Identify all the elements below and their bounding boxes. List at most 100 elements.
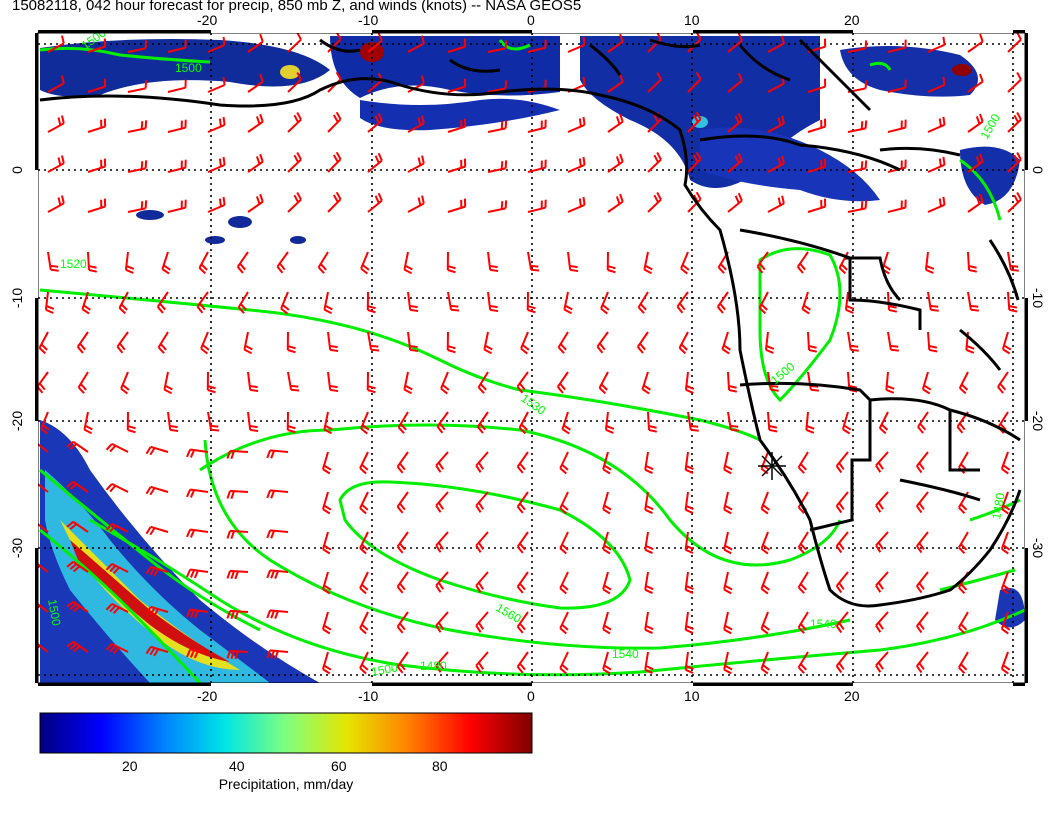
wind-barb [207,116,226,133]
wind-barb [887,119,907,133]
wind-barb [527,39,547,53]
wind-barb [647,72,662,93]
wind-barb [841,411,852,435]
wind-barbs [38,33,1022,675]
wind-barb [723,451,733,475]
wind-barb [87,78,107,93]
wind-barb [567,196,586,213]
wind-barb [47,195,65,213]
wind-barb [407,195,425,213]
wind-barb [396,571,409,594]
wind-barb [644,571,654,595]
wind-barb [435,571,449,593]
wind-barb [847,120,868,133]
top-tick-lon-20: 20 [844,12,860,28]
wind-barb [145,485,169,496]
wind-barb [958,651,969,674]
wind-barb [518,411,529,435]
wind-barb [557,331,569,354]
wind-barb [359,451,369,475]
wind-barb [446,251,456,274]
wind-barb [367,331,380,352]
wind-barb [359,571,369,595]
wind-barb [287,371,300,392]
wind-barb [186,568,209,579]
wind-barb [145,445,169,456]
wind-barb [38,643,49,653]
wind-barb [66,640,89,653]
wind-barb [167,119,187,133]
wind-barb [396,651,409,674]
wind-barb [835,651,849,674]
contour-label: 1480 [420,659,447,673]
wind-barb [967,251,978,273]
wind-barb [1007,112,1022,133]
wind-barb [516,491,529,514]
wind-barb [927,36,946,53]
wind-barb [598,371,609,395]
wind-barb [687,411,699,432]
wind-barb [38,603,49,613]
wind-barb [767,115,785,133]
wind-barb [287,152,302,173]
wind-barb [644,531,654,555]
wind-barb [1000,571,1011,595]
wind-barb [367,192,383,213]
wind-barb [1007,72,1022,93]
wind-barb [767,411,778,433]
wind-barb [145,525,169,536]
wind-barb [435,491,449,513]
wind-barb [927,116,946,133]
wind-barb [126,411,136,434]
wind-barb [556,371,569,394]
wind-barb [563,291,573,315]
wind-barb [760,651,770,675]
wind-barb [559,451,569,475]
wind-barb [684,651,694,674]
colorbar-tick-80: 80 [432,758,448,774]
wind-barb [483,331,493,355]
wind-barb [359,531,369,555]
wind-barb [327,371,339,393]
wind-barb [226,449,249,460]
wind-barb [967,291,979,312]
wind-barb [607,113,624,133]
wind-barb [322,491,332,515]
wind-barb [359,651,369,675]
precipitation-colorbar [39,712,533,754]
wind-barb [247,153,264,173]
wind-barb [596,331,609,354]
wind-barb [760,491,770,515]
wind-barb [435,611,449,633]
wind-barb [66,520,89,533]
wind-barb [835,451,849,474]
wind-barb [607,73,624,93]
wind-barb [145,605,169,617]
wind-barb [915,451,929,474]
wind-barb [967,73,984,93]
wind-barb [87,158,107,173]
location-marker [758,452,786,480]
wind-barb [637,291,649,314]
wind-barb [1007,33,1022,53]
wind-barb [716,291,729,314]
wind-barb [38,523,49,533]
wind-barb [436,411,449,434]
wind-barb [47,115,65,133]
wind-barb [607,33,624,53]
wind-barb [607,153,624,173]
wind-barb [602,491,612,515]
wind-barb [186,448,209,458]
wind-barb [847,331,859,352]
wind-barb [487,40,508,53]
wind-barb [266,529,289,539]
right-tick-lat-neg10: -10 [1030,287,1047,309]
wind-barb [801,291,811,315]
wind-barb [487,80,508,93]
wind-barb [118,291,129,315]
wind-barb [196,291,209,314]
wind-barb [602,611,612,635]
wind-barb [760,611,770,635]
wind-barb [317,251,329,274]
